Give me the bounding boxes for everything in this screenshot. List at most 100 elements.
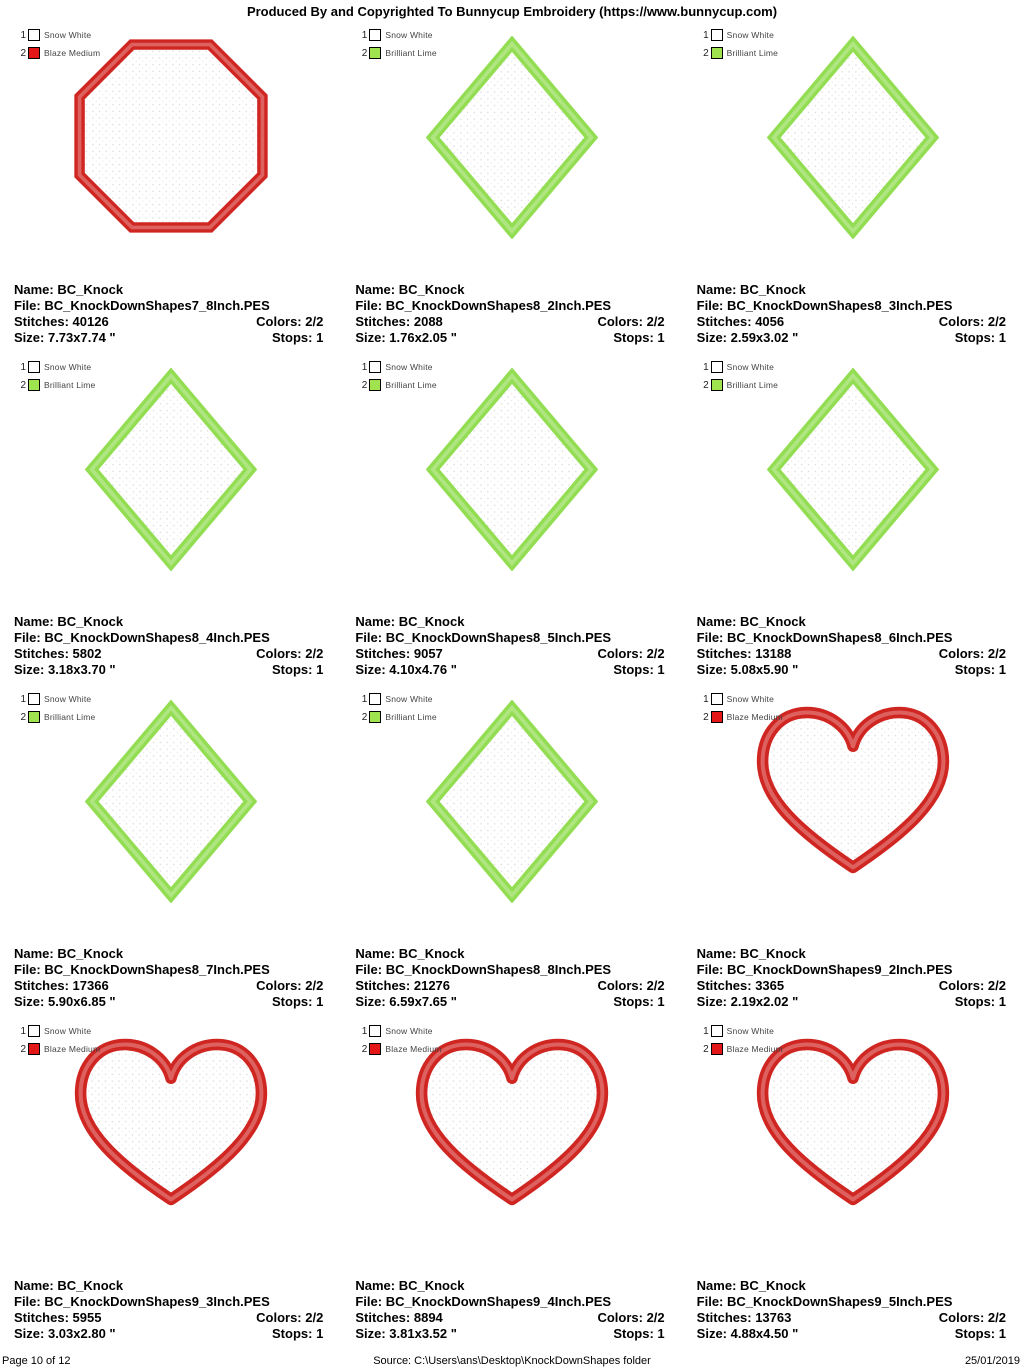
design-file: BC_KnockDownShapes9_5Inch.PES xyxy=(727,1294,953,1309)
thread-color-name: Blaze Medium xyxy=(385,1044,442,1054)
color-swatch xyxy=(710,1025,723,1037)
legend-row: 2 Blaze Medium xyxy=(699,709,783,725)
design-name-line: Name: BC_Knock xyxy=(697,1278,1006,1294)
thread-color-name: Brilliant Lime xyxy=(726,48,779,58)
color-count: Colors: 2/2 xyxy=(256,646,324,661)
legend-row: 2 Brilliant Lime xyxy=(16,377,95,393)
file-label: File: xyxy=(355,962,383,977)
color-swatch xyxy=(710,711,723,723)
thread-color-name: Snow White xyxy=(726,30,775,40)
stitches-colors-line: Stitches: 5955 Colors: 2/2 xyxy=(14,1310,323,1326)
thread-color-legend: 1 Snow White 2 Brilliant Lime xyxy=(357,691,437,727)
design-name: BC_Knock xyxy=(398,946,465,961)
legend-row: 1 Snow White xyxy=(16,27,100,43)
file-label: File: xyxy=(14,1294,41,1309)
design-cell: 1 Snow White 2 Brilliant Lime Name: BC_K… xyxy=(0,686,341,1018)
thread-color-legend: 1 Snow White 2 Brilliant Lime xyxy=(16,691,95,727)
color-count: Colors: 2/2 xyxy=(938,978,1006,993)
name-label: Name: xyxy=(14,946,54,961)
color-count: Colors: 2/2 xyxy=(597,646,665,661)
name-label: Name: xyxy=(696,1278,737,1293)
file-label: File: xyxy=(696,962,724,977)
legend-row: 2 Blaze Medium xyxy=(357,1041,441,1057)
design-size: Size: 2.19x2.02 " xyxy=(696,994,799,1009)
color-swatch xyxy=(369,47,382,59)
size-stops-line: Size: 2.19x2.02 " Stops: 1 xyxy=(697,994,1006,1010)
thread-color-name: Snow White xyxy=(726,694,775,704)
size-stops-line: Size: 5.08x5.90 " Stops: 1 xyxy=(697,662,1006,678)
design-file: BC_KnockDownShapes8_6Inch.PES xyxy=(727,630,953,645)
color-swatch xyxy=(28,47,40,59)
design-file-line: File: BC_KnockDownShapes9_2Inch.PES xyxy=(697,962,1006,978)
stop-count: Stops: 1 xyxy=(954,994,1006,1009)
legend-row: 2 Brilliant Lime xyxy=(699,45,778,61)
size-stops-line: Size: 4.88x4.50 " Stops: 1 xyxy=(697,1326,1006,1342)
thread-color-name: Brilliant Lime xyxy=(44,380,96,390)
color-swatch xyxy=(710,361,723,373)
design-name-line: Name: BC_Knock xyxy=(14,282,323,298)
file-label: File: xyxy=(696,630,724,645)
thread-number: 1 xyxy=(361,29,368,41)
thread-color-legend: 1 Snow White 2 Brilliant Lime xyxy=(699,359,778,395)
color-swatch xyxy=(710,29,723,41)
stitch-count: Stitches: 3365 xyxy=(696,978,785,993)
stitch-count: Stitches: 2088 xyxy=(355,314,443,329)
thread-color-name: Blaze Medium xyxy=(726,1044,783,1054)
stitch-count: Stitches: 8894 xyxy=(355,1310,443,1325)
stop-count: Stops: 1 xyxy=(954,330,1006,345)
design-preview xyxy=(341,22,682,282)
name-label: Name: xyxy=(355,614,396,629)
color-swatch xyxy=(28,361,40,373)
design-name: BC_Knock xyxy=(398,1278,465,1293)
design-size: Size: 3.81x3.52 " xyxy=(355,1326,457,1341)
color-swatch xyxy=(710,1043,723,1055)
stitches-colors-line: Stitches: 3365 Colors: 2/2 xyxy=(697,978,1006,994)
design-cell: 1 Snow White 2 Brilliant Lime Name: BC_K… xyxy=(683,354,1024,686)
design-grid: 1 Snow White 2 Blaze Medium Name: BC_Kno… xyxy=(0,22,1024,1350)
design-name-line: Name: BC_Knock xyxy=(355,946,664,962)
design-file-line: File: BC_KnockDownShapes9_5Inch.PES xyxy=(697,1294,1006,1310)
design-name: BC_Knock xyxy=(398,614,465,629)
size-stops-line: Size: 6.59x7.65 " Stops: 1 xyxy=(355,994,664,1010)
page-footer: Page 10 of 12 Source: C:\Users\ans\Deskt… xyxy=(0,1350,1024,1370)
thread-color-legend: 1 Snow White 2 Blaze Medium xyxy=(699,1023,783,1059)
file-label: File: xyxy=(14,298,41,313)
design-file-line: File: BC_KnockDownShapes8_6Inch.PES xyxy=(697,630,1006,646)
thread-number: 1 xyxy=(361,693,368,705)
design-cell: 1 Snow White 2 Brilliant Lime Name: BC_K… xyxy=(0,354,341,686)
design-cell: 1 Snow White 2 Brilliant Lime Name: BC_K… xyxy=(341,686,682,1018)
stitches-colors-line: Stitches: 17366 Colors: 2/2 xyxy=(14,978,323,994)
design-file: BC_KnockDownShapes9_4Inch.PES xyxy=(385,1294,612,1309)
size-stops-line: Size: 7.73x7.74 " Stops: 1 xyxy=(14,330,323,346)
design-metadata: Name: BC_Knock File: BC_KnockDownShapes8… xyxy=(0,946,341,1018)
stitches-colors-line: Stitches: 40126 Colors: 2/2 xyxy=(14,314,323,330)
color-swatch xyxy=(710,379,723,391)
stitch-count: Stitches: 5955 xyxy=(14,1310,102,1325)
stitches-colors-line: Stitches: 21276 Colors: 2/2 xyxy=(355,978,664,994)
name-label: Name: xyxy=(696,282,737,297)
design-name-line: Name: BC_Knock xyxy=(697,282,1006,298)
color-swatch xyxy=(710,47,723,59)
thread-color-name: Brilliant Lime xyxy=(44,712,96,722)
design-preview xyxy=(0,686,341,946)
design-size: Size: 6.59x7.65 " xyxy=(355,994,457,1009)
color-count: Colors: 2/2 xyxy=(597,314,665,329)
design-name: BC_Knock xyxy=(740,946,806,961)
design-name-line: Name: BC_Knock xyxy=(697,614,1006,630)
thread-color-legend: 1 Snow White 2 Blaze Medium xyxy=(357,1023,441,1059)
thread-number: 1 xyxy=(361,361,368,373)
heart-shape xyxy=(757,1038,950,1206)
legend-row: 2 Blaze Medium xyxy=(16,45,100,61)
thread-color-name: Snow White xyxy=(726,1026,775,1036)
design-preview xyxy=(683,22,1024,282)
file-label: File: xyxy=(696,298,724,313)
design-metadata: Name: BC_Knock File: BC_KnockDownShapes9… xyxy=(341,1278,682,1350)
diamond-shape xyxy=(425,36,599,239)
stop-count: Stops: 1 xyxy=(613,1326,665,1341)
page-title: Produced By and Copyrighted To Bunnycup … xyxy=(246,4,778,19)
color-count: Colors: 2/2 xyxy=(597,1310,665,1325)
design-preview xyxy=(683,354,1024,614)
color-swatch xyxy=(28,711,40,723)
thread-number: 1 xyxy=(703,693,709,705)
color-swatch xyxy=(369,379,382,391)
